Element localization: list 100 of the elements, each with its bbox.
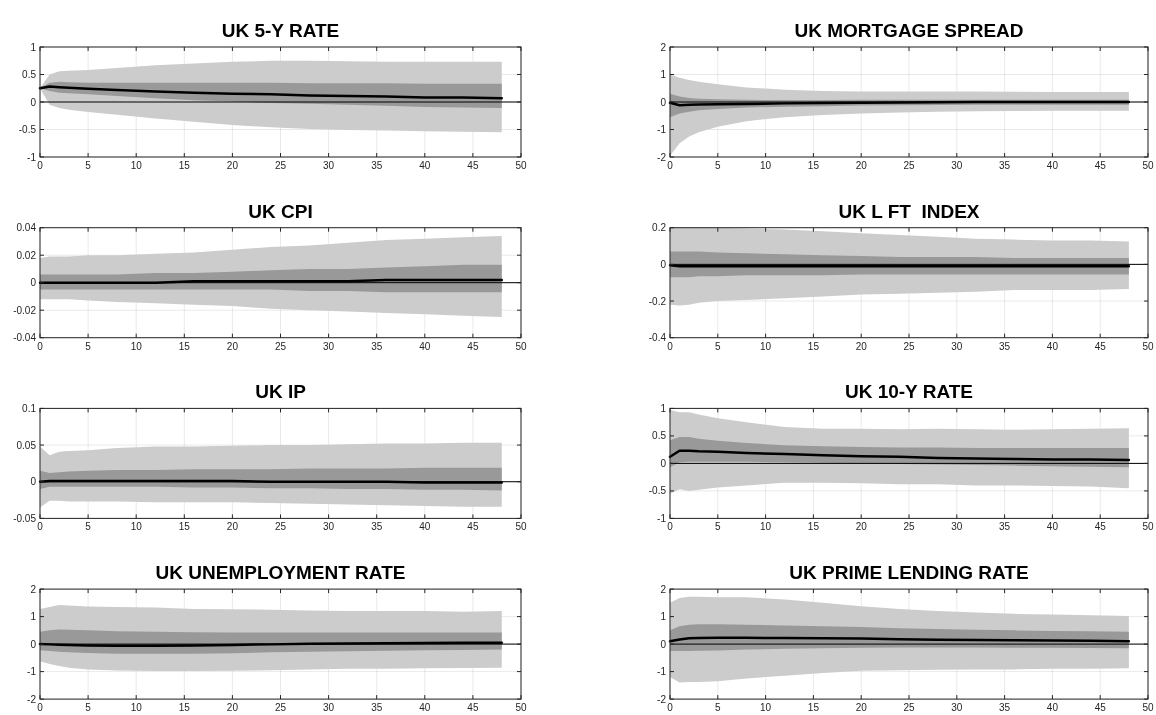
chart-title: UK IP <box>255 381 307 403</box>
y-tick-label: 0.02 <box>16 249 37 261</box>
y-tick-label: -0.02 <box>13 304 37 316</box>
x-tick-label: 5 <box>715 702 722 714</box>
x-tick-label: 40 <box>1046 340 1059 352</box>
x-tick-label: 5 <box>85 702 92 714</box>
x-tick-label: 35 <box>999 160 1011 171</box>
y-tick-label: 0 <box>30 277 37 289</box>
x-tick-label: 50 <box>515 160 527 171</box>
x-tick-label: 50 <box>515 702 527 714</box>
y-tick-label: 0 <box>660 638 667 650</box>
x-tick-label: 5 <box>85 521 92 533</box>
y-tick-label: 1 <box>30 41 37 53</box>
y-tick-label: 0 <box>660 457 667 469</box>
x-tick-label: 5 <box>715 521 722 533</box>
x-tick-label: 30 <box>323 521 335 533</box>
y-tick-label: 0 <box>30 476 37 488</box>
x-tick-label: 45 <box>1094 160 1107 171</box>
y-tick-label: -0.5 <box>18 124 37 135</box>
x-tick-label: 25 <box>274 160 287 171</box>
x-tick-label: 20 <box>226 702 239 714</box>
y-tick-label: -0.05 <box>13 512 37 524</box>
x-tick-label: 10 <box>130 702 143 714</box>
y-tick-label: 2 <box>660 41 667 53</box>
x-tick-label: 20 <box>226 160 239 171</box>
x-tick-label: 40 <box>419 340 431 352</box>
x-tick-label: 0 <box>667 160 674 171</box>
x-tick-label: 35 <box>999 340 1011 352</box>
chart-title: UK L FT INDEX <box>838 200 980 222</box>
x-tick-label: 50 <box>1142 160 1154 171</box>
x-tick-label: 50 <box>1142 702 1154 714</box>
x-tick-label: 10 <box>130 521 143 533</box>
y-tick-label: -1 <box>27 666 37 678</box>
x-tick-label: 25 <box>274 340 287 352</box>
y-tick-label: -1 <box>657 666 667 678</box>
x-tick-label: 20 <box>855 160 868 171</box>
x-tick-label: 10 <box>130 160 143 171</box>
y-tick-label: 0.04 <box>16 222 37 234</box>
chart-title: UK 10-Y RATE <box>844 381 974 403</box>
y-tick-label: 0 <box>660 96 667 108</box>
x-tick-label: 40 <box>419 521 431 533</box>
x-tick-label: 50 <box>1142 521 1154 533</box>
x-tick-label: 5 <box>715 160 722 171</box>
y-tick-label: 1 <box>660 69 667 80</box>
x-tick-label: 40 <box>419 702 431 714</box>
x-tick-label: 10 <box>130 340 143 352</box>
x-tick-label: 45 <box>467 160 479 171</box>
x-tick-label: 25 <box>274 521 287 533</box>
x-tick-label: 25 <box>274 702 287 714</box>
x-tick-label: 20 <box>226 521 239 533</box>
x-tick-label: 15 <box>178 521 191 533</box>
x-tick-label: 5 <box>85 160 92 171</box>
chart-title: UK MORTGAGE SPREAD <box>794 20 1024 41</box>
y-tick-label: -1 <box>657 512 667 524</box>
x-tick-label: 50 <box>515 340 527 352</box>
x-tick-label: 10 <box>760 340 772 352</box>
x-tick-label: 40 <box>1046 160 1059 171</box>
x-tick-label: 40 <box>1046 521 1059 533</box>
y-tick-label: -0.2 <box>648 295 667 307</box>
y-tick-label: 0.2 <box>652 222 667 234</box>
x-tick-label: 30 <box>323 160 335 171</box>
x-tick-label: 30 <box>951 521 963 533</box>
y-tick-label: -1 <box>27 151 37 163</box>
chart-title: UK 5-Y RATE <box>221 20 340 41</box>
y-tick-label: -1 <box>657 124 667 135</box>
x-tick-label: 0 <box>37 160 44 171</box>
x-tick-label: 20 <box>855 521 868 533</box>
x-tick-label: 20 <box>855 702 868 714</box>
x-tick-label: 25 <box>903 340 915 352</box>
x-tick-label: 10 <box>760 160 772 171</box>
y-tick-label: 1 <box>660 402 667 414</box>
y-tick-label: -2 <box>27 693 37 705</box>
x-tick-label: 30 <box>323 702 335 714</box>
y-tick-label: -0.4 <box>648 332 667 344</box>
x-tick-label: 35 <box>371 702 383 714</box>
x-tick-label: 15 <box>178 702 191 714</box>
x-tick-label: 45 <box>467 521 479 533</box>
x-tick-label: 25 <box>903 702 915 714</box>
x-tick-label: 15 <box>178 160 191 171</box>
x-tick-label: 15 <box>807 160 820 171</box>
y-tick-label: 2 <box>30 583 37 595</box>
x-tick-label: 50 <box>1142 340 1154 352</box>
x-tick-label: 30 <box>323 340 335 352</box>
x-tick-label: 40 <box>419 160 431 171</box>
x-tick-label: 30 <box>951 340 963 352</box>
y-tick-label: 1 <box>30 611 37 623</box>
y-tick-label: -2 <box>657 151 667 163</box>
x-tick-label: 25 <box>903 521 915 533</box>
x-tick-label: 45 <box>1094 521 1107 533</box>
x-tick-label: 50 <box>515 521 527 533</box>
x-tick-label: 45 <box>467 340 479 352</box>
x-tick-label: 5 <box>715 340 722 352</box>
y-tick-label: 1 <box>660 611 667 623</box>
x-tick-label: 20 <box>855 340 868 352</box>
y-tick-label: 0.5 <box>652 430 667 442</box>
y-tick-label: -0.04 <box>13 332 37 344</box>
y-tick-label: 0.05 <box>16 439 37 451</box>
x-tick-label: 15 <box>807 702 820 714</box>
chart-title: UK PRIME LENDING RATE <box>789 562 1029 584</box>
x-tick-label: 35 <box>371 160 383 171</box>
